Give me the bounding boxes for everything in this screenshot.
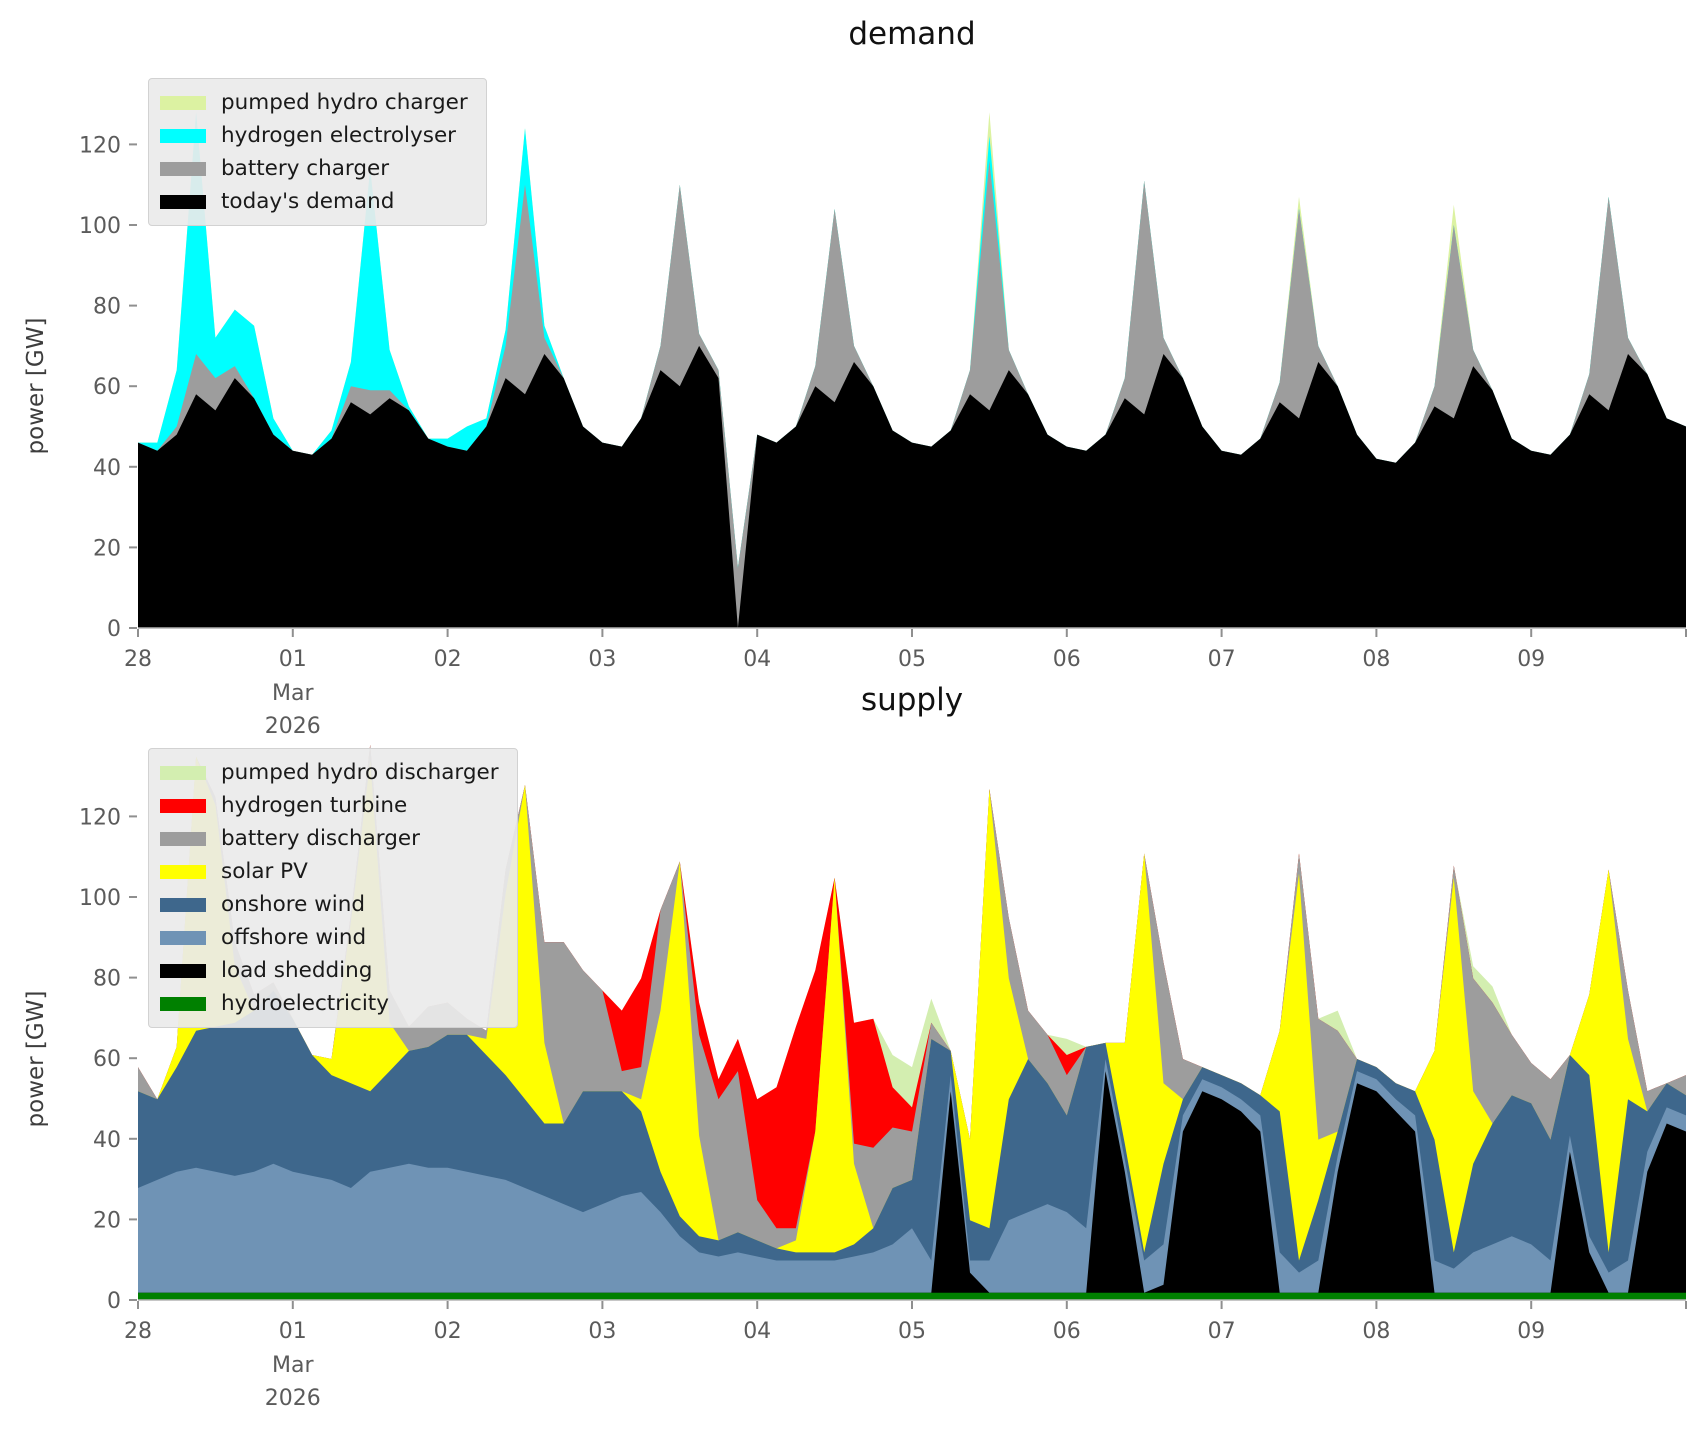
legend-item-today-s-demand: today's demand (160, 185, 468, 218)
legend-item-pumped-hydro-charger: pumped hydro charger (160, 86, 468, 119)
demand-month-label: 2026 (265, 714, 321, 739)
onshore-wind-swatch (160, 897, 206, 912)
legend-label: battery charger (221, 155, 390, 181)
supply-area-load-shedding (138, 1071, 1686, 1300)
demand-x-tick-label: 03 (588, 647, 616, 672)
supply-y-tick-label: 0 (107, 1289, 121, 1314)
load-shedding-swatch (160, 963, 206, 978)
legend-label: onshore wind (221, 891, 366, 917)
supply-y-axis-label: power [GW] (23, 990, 49, 1128)
demand-y-tick-label: 60 (93, 375, 121, 400)
demand-y-tick-label: 100 (79, 214, 121, 239)
supply-x-tick-label: 01 (279, 1319, 307, 1344)
legend-item-solar-pv: solar PV (160, 855, 499, 888)
legend-item-hydroelectricity: hydroelectricity (160, 987, 499, 1020)
supply-areas (138, 744, 1686, 1300)
demand-y-axis-label: power [GW] (23, 317, 49, 455)
legend-label: offshore wind (221, 924, 367, 950)
demand-chart: 28 01 02 03 04 05 06 07 08 09 Mar 2026 0 20 40 60 80 100 1… (79, 112, 1687, 739)
legend-label: solar PV (221, 858, 308, 884)
demand-x-tick-label: 07 (1208, 647, 1236, 672)
legend-label: pumped hydro discharger (221, 759, 499, 785)
demand-y-tick-label: 80 (93, 295, 121, 320)
legend-item-offshore-wind: offshore wind (160, 921, 499, 954)
demand-axes: 28 01 02 03 04 05 06 07 08 09 Mar 2026 0 20 40 60 80 100 1… (79, 133, 1687, 739)
hydrogen-turbine-swatch (160, 798, 206, 813)
legend-item-onshore-wind: onshore wind (160, 888, 499, 921)
legend-item-hydrogen-turbine: hydrogen turbine (160, 789, 499, 822)
legend-label: load shedding (221, 957, 373, 983)
supply-x-tick-label: 07 (1208, 1319, 1236, 1344)
legend-item-load-shedding: load shedding (160, 954, 499, 987)
supply-area-hydroelectricity (138, 1292, 1686, 1300)
supply-x-tick-label: 05 (898, 1319, 926, 1344)
demand-x-tick-label: 06 (1053, 647, 1081, 672)
battery-charger-swatch (160, 161, 206, 176)
demand-month-label: Mar (272, 681, 314, 706)
supply-month-label: Mar (272, 1353, 314, 1378)
supply-y-tick-label: 100 (79, 886, 121, 911)
supply-y-tick-label: 40 (93, 1128, 121, 1153)
legend-label: pumped hydro charger (221, 89, 468, 115)
supply-x-tick-label: 04 (743, 1319, 771, 1344)
pumped-hydro-charger-swatch (160, 95, 206, 110)
demand-x-tick-label: 01 (279, 647, 307, 672)
demand-y-tick-label: 40 (93, 456, 121, 481)
legend-item-battery-discharger: battery discharger (160, 822, 499, 855)
supply-x-tick-label: 08 (1362, 1319, 1390, 1344)
supply-axes: 28 01 02 03 04 05 06 07 08 09 Mar 2026 0 20 40 60 80 100 1… (79, 805, 1687, 1411)
supply-y-tick-label: 80 (93, 967, 121, 992)
supply-y-tick-label: 120 (79, 805, 121, 830)
pumped-hydro-discharger-swatch (160, 765, 206, 780)
legend-label: hydrogen turbine (221, 792, 408, 818)
demand-y-tick-label: 120 (79, 133, 121, 158)
legend-label: hydrogen electrolyser (221, 122, 457, 148)
legend-label: hydroelectricity (221, 990, 389, 1016)
demand-x-tick-label: 05 (898, 647, 926, 672)
supply-x-tick-label: 02 (434, 1319, 462, 1344)
demand-area-today-s-demand (138, 345, 1686, 628)
legend-label: today's demand (221, 188, 395, 214)
demand-x-tick-label: 02 (434, 647, 462, 672)
supply-x-tick-label: 03 (588, 1319, 616, 1344)
hydrogen-electrolyser-swatch (160, 128, 206, 143)
supply-chart: 28 01 02 03 04 05 06 07 08 09 Mar 2026 0 20 40 60 80 100 1… (79, 744, 1687, 1411)
legend-item-hydrogen-electrolyser: hydrogen electrolyser (160, 119, 468, 152)
demand-chart-title: demand (848, 16, 976, 52)
demand-x-tick-label: 08 (1362, 647, 1390, 672)
supply-area-offshore-wind (138, 1059, 1686, 1300)
supply-chart-title: supply (860, 682, 964, 718)
demand-areas (138, 112, 1686, 628)
demand-y-tick-label: 0 (107, 617, 121, 642)
demand-x-tick-label: 04 (743, 647, 771, 672)
supply-month-label: 2026 (265, 1386, 321, 1411)
legend-label: battery discharger (221, 825, 420, 851)
legend-item-pumped-hydro-discharger: pumped hydro discharger (160, 756, 499, 789)
today-s-demand-swatch (160, 194, 206, 209)
supply-x-tick-label: 09 (1517, 1319, 1545, 1344)
supply-x-tick-label: 28 (124, 1319, 152, 1344)
solar-pv-swatch (160, 864, 206, 879)
supply-y-tick-label: 60 (93, 1047, 121, 1072)
offshore-wind-swatch (160, 930, 206, 945)
supply-y-tick-label: 20 (93, 1208, 121, 1233)
demand-legend: pumped hydro charger hydrogen electrolyse… (148, 78, 487, 226)
legend-item-battery-charger: battery charger (160, 152, 468, 185)
battery-discharger-swatch (160, 831, 206, 846)
supply-x-tick-label: 06 (1053, 1319, 1081, 1344)
hydroelectricity-swatch (160, 996, 206, 1011)
supply-legend: pumped hydro discharger hydrogen turbine b… (148, 748, 518, 1028)
demand-x-tick-label: 09 (1517, 647, 1545, 672)
demand-y-tick-label: 20 (93, 536, 121, 561)
demand-x-tick-label: 28 (124, 647, 152, 672)
